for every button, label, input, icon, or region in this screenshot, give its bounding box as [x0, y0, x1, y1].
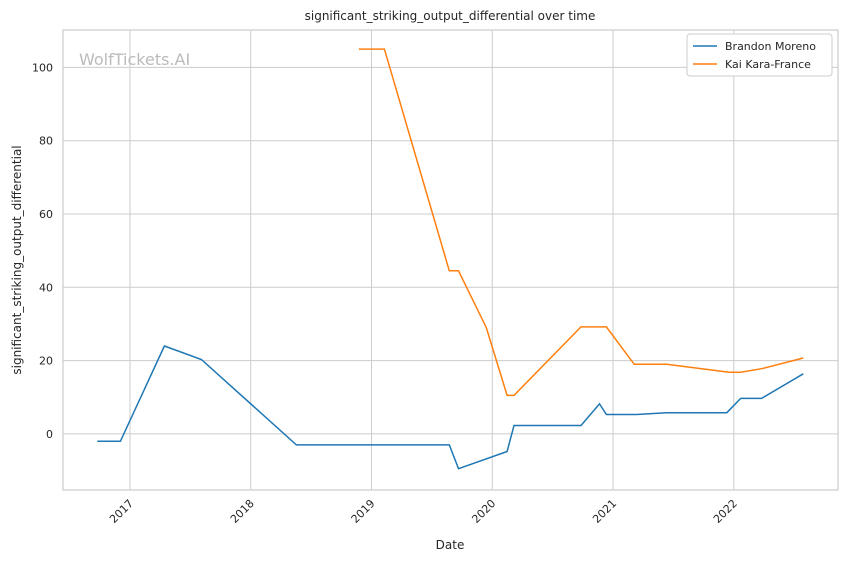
plot-frame [63, 30, 838, 490]
x-tick-label: 2017 [107, 497, 136, 526]
x-tick-label: 2020 [469, 497, 498, 526]
chart-title: significant_striking_output_differential… [305, 9, 596, 23]
x-tick-label: 2018 [228, 497, 257, 526]
series-line-1 [359, 49, 803, 395]
y-tick-label: 20 [39, 355, 53, 368]
y-axis-label: significant_striking_output_differential [10, 145, 24, 374]
watermark: WolfTickets.AI [79, 50, 190, 69]
y-tick-label: 40 [39, 281, 53, 294]
y-tick-label: 60 [39, 208, 53, 221]
x-tick-label: 2022 [711, 497, 740, 526]
x-tick-label: 2019 [349, 497, 378, 526]
x-axis-label: Date [436, 538, 465, 552]
grid [63, 30, 838, 490]
ticks: 2017 2018 2019 2020 2021 2022 0 20 40 60 80 100 [32, 61, 740, 526]
legend-label: Brandon Moreno [725, 40, 816, 53]
y-tick-label: 100 [32, 61, 53, 74]
legend: Brandon Moreno Kai Kara-France [687, 34, 832, 76]
series-lines [97, 49, 803, 469]
y-tick-label: 0 [46, 428, 53, 441]
x-tick-label: 2021 [590, 497, 619, 526]
series-line-0 [97, 346, 803, 469]
legend-label: Kai Kara-France [725, 58, 811, 71]
y-tick-label: 80 [39, 135, 53, 148]
